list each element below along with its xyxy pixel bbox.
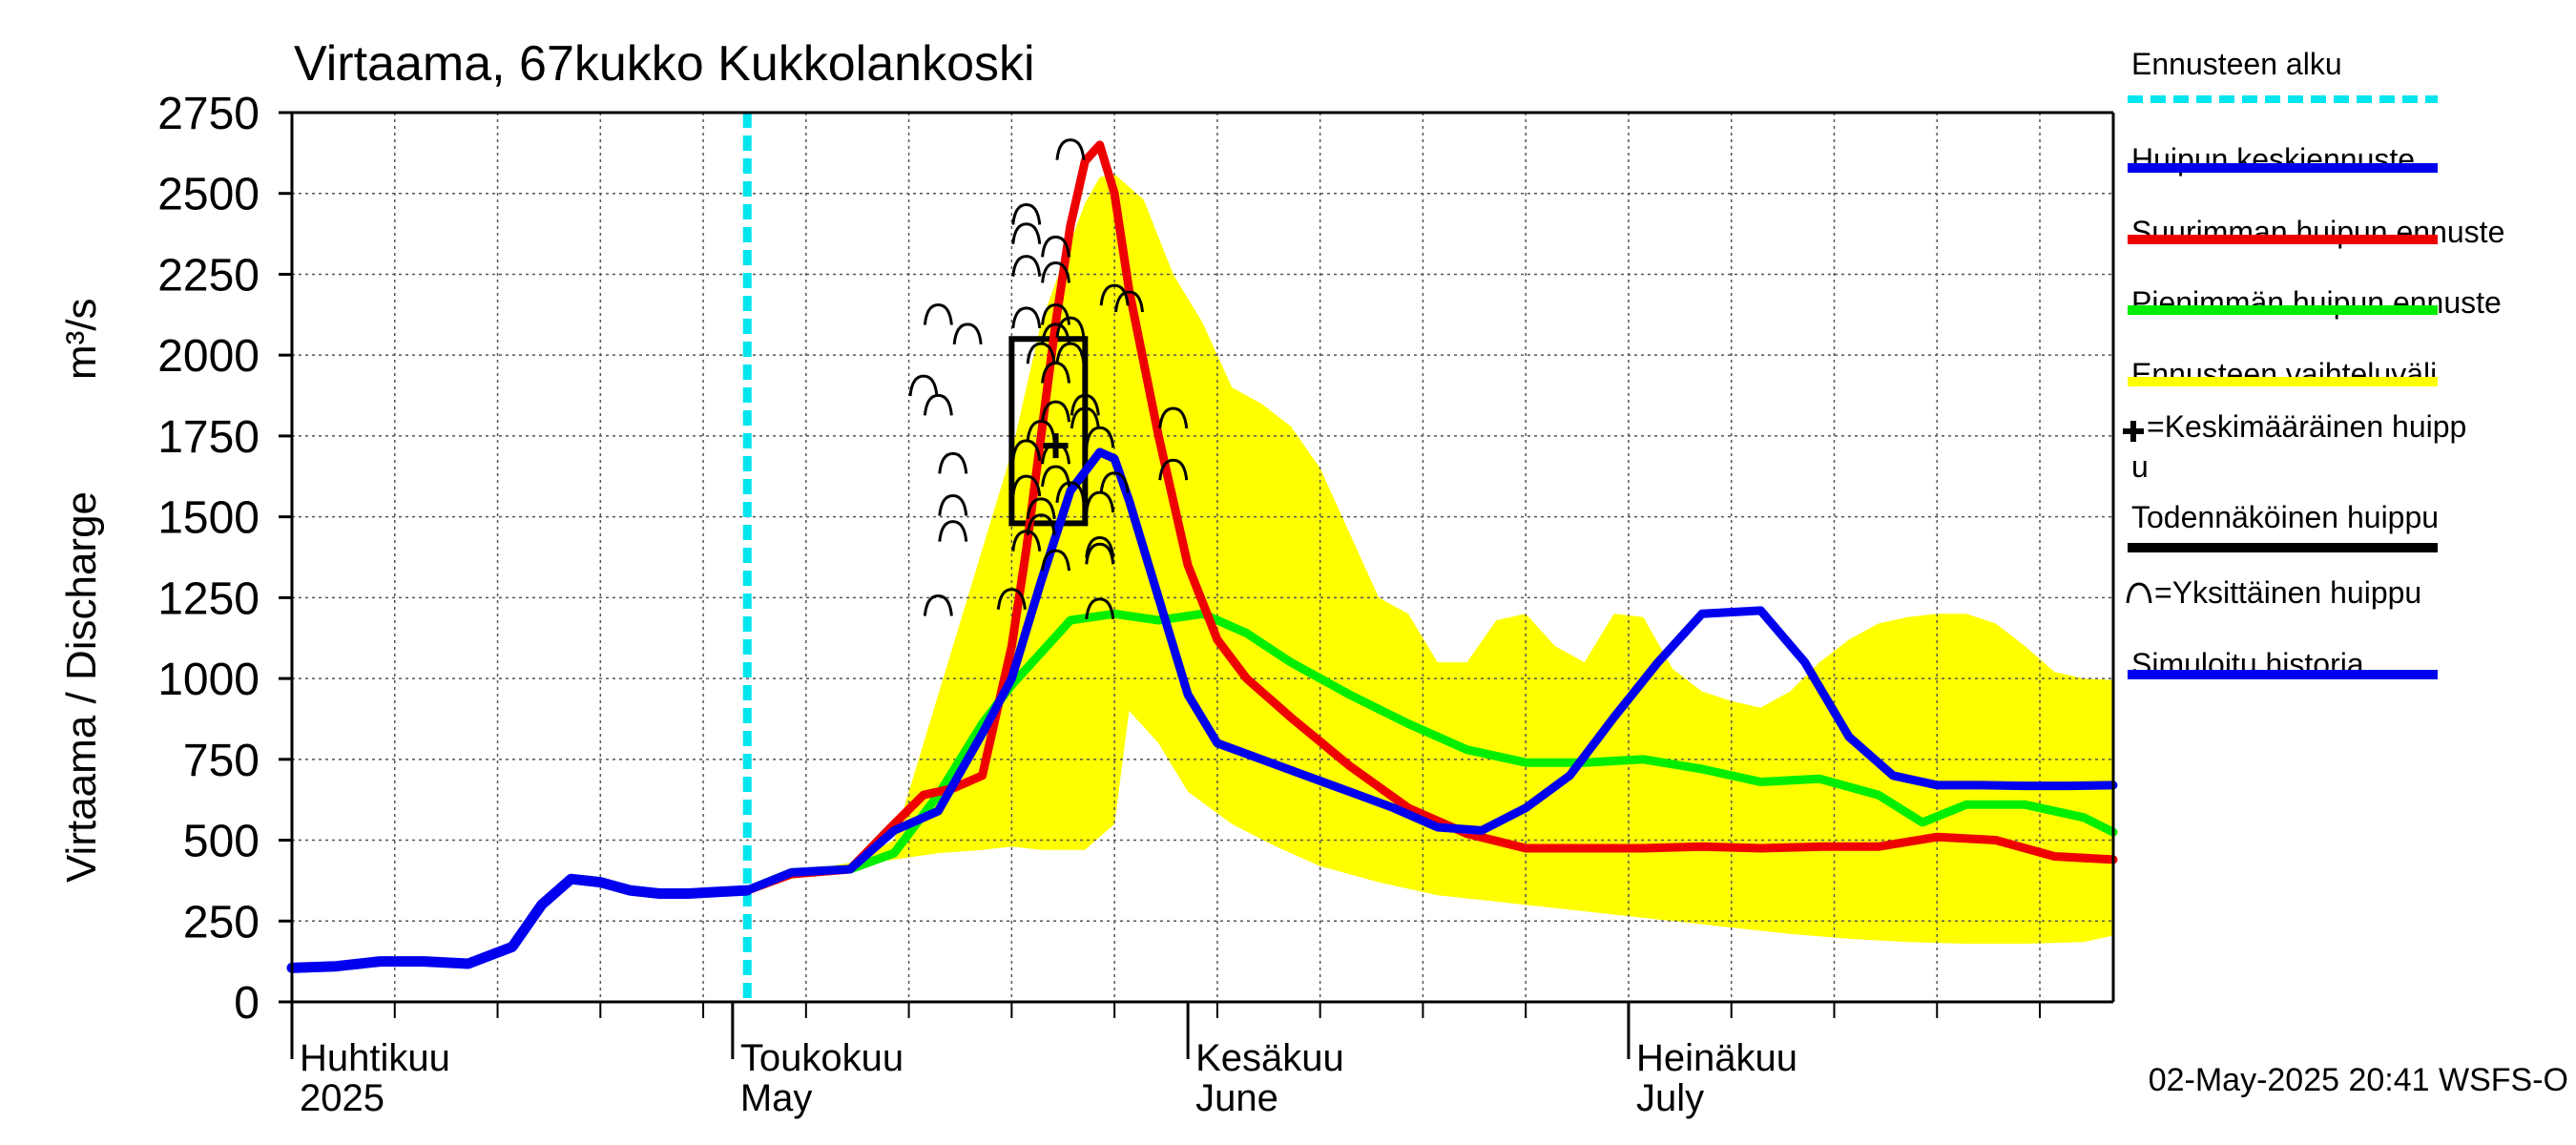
- x-month-label-fi: Kesäkuu: [1195, 1037, 1344, 1079]
- mean-peak-marker: [1043, 433, 1069, 459]
- x-month-label-en: 2025: [300, 1077, 384, 1119]
- legend-label: =Yksittäinen huippu: [2154, 575, 2421, 610]
- single-peak-arc: [1070, 393, 1100, 416]
- legend-label: Ennusteen alku: [2131, 47, 2342, 81]
- x-month-label-en: July: [1636, 1077, 1704, 1119]
- single-peak-arc: [952, 323, 983, 345]
- single-peak-arc: [1055, 481, 1086, 504]
- single-peak-arc: [1055, 342, 1086, 364]
- single-peak-arc: [1085, 597, 1115, 620]
- y-tick-label: 2500: [157, 170, 260, 220]
- legend-arc-icon: [2126, 582, 2152, 604]
- single-peak-arc: [1158, 406, 1189, 429]
- x-month-label-fi: Heinäkuu: [1636, 1037, 1797, 1079]
- axes-layer: 0 250 500 750 1000 1250 1500 1750 2000 2250 2500 27…: [157, 89, 2115, 1119]
- single-peak-arc: [996, 588, 1027, 610]
- single-peak-arc: [1011, 474, 1042, 497]
- single-peak-arc: [1099, 471, 1130, 493]
- single-peak-arc: [1041, 465, 1071, 488]
- legend-plus-icon: [2123, 421, 2144, 442]
- single-peak-arc: [1055, 316, 1086, 339]
- single-peak-arc: [1085, 426, 1115, 448]
- single-peak-arc: [1099, 283, 1130, 306]
- y-tick-label: 250: [183, 897, 260, 947]
- single-peak-arc: [1041, 323, 1071, 345]
- y-tick-label: 2000: [157, 331, 260, 382]
- single-peak-arc: [1158, 458, 1189, 481]
- single-peak-arc: [1011, 530, 1042, 552]
- single-peak-arc: [923, 594, 953, 616]
- y-tick-label: 2750: [157, 89, 260, 139]
- x-month-label-en: June: [1195, 1077, 1278, 1119]
- forecast-range-band: [747, 174, 2113, 944]
- likely-peak-layer: [1008, 336, 1089, 527]
- series-lines-layer: [286, 140, 2118, 973]
- single-peak-arc: [1041, 260, 1071, 283]
- y-tick-label: 1000: [157, 655, 260, 705]
- y-tick-label: 1250: [157, 573, 260, 624]
- y-tick-label: 0: [234, 978, 260, 1029]
- single-peak-arc: [1041, 235, 1071, 258]
- y-tick-label: 500: [183, 817, 260, 867]
- timestamp: 02-May-2025 20:41 WSFS-O: [2149, 1062, 2568, 1098]
- single-peak-arc: [1070, 406, 1100, 429]
- y-tick-label: 1500: [157, 493, 260, 544]
- y-tick-label: 2250: [157, 250, 260, 301]
- single-peak-arc: [923, 393, 953, 416]
- single-peak-arc: [1041, 549, 1071, 572]
- single-peak-arc: [938, 520, 968, 542]
- single-peak-arc: [1085, 542, 1115, 565]
- single-peak-arc: [1041, 400, 1071, 423]
- single-peak-arc: [1026, 513, 1056, 535]
- y-tick-label: 750: [183, 736, 260, 786]
- likely-peak-box: [1008, 336, 1089, 527]
- series-line: [742, 609, 2118, 895]
- single-peak-arc: [908, 374, 939, 397]
- chart-title: Virtaama, 67kukko Kukkolankoski: [294, 36, 1035, 92]
- x-month-label-fi: Toukokuu: [740, 1037, 904, 1079]
- legend-label: u: [2131, 449, 2149, 484]
- single-peak-arc: [938, 451, 968, 474]
- single-peak-arc: [1011, 306, 1042, 329]
- legend-label: =Keskimääräinen huipp: [2147, 409, 2466, 444]
- single-peak-arc: [1041, 303, 1071, 325]
- single-peak-arc: [1085, 536, 1115, 558]
- single-peak-arc: [1011, 222, 1042, 244]
- single-peak-arc: [1055, 138, 1086, 160]
- single-peak-arc: [1041, 442, 1071, 465]
- x-month-label-fi: Huhtikuu: [300, 1037, 450, 1079]
- legend-label: Todennäköinen huippu: [2131, 500, 2439, 534]
- y-axis-unit: m³/s: [58, 298, 105, 380]
- series-line: [286, 873, 753, 973]
- single-peak-arc: [1026, 497, 1056, 520]
- single-peak-arc: [1114, 290, 1145, 313]
- y-tick-label: 1750: [157, 412, 260, 463]
- single-peak-arc: [923, 303, 953, 325]
- single-peak-arc: [938, 493, 968, 516]
- y-axis-label: Virtaama / Discharge: [58, 491, 105, 883]
- series-line: [742, 448, 2118, 895]
- x-month-label-en: May: [740, 1077, 813, 1119]
- grid-layer: [292, 113, 2113, 1002]
- single-peak-arc: [1011, 202, 1042, 225]
- single-peaks-layer: [908, 138, 1189, 620]
- single-peak-arc: [1011, 255, 1042, 277]
- forecast-range-layer: [747, 174, 2113, 944]
- series-line: [742, 140, 2118, 895]
